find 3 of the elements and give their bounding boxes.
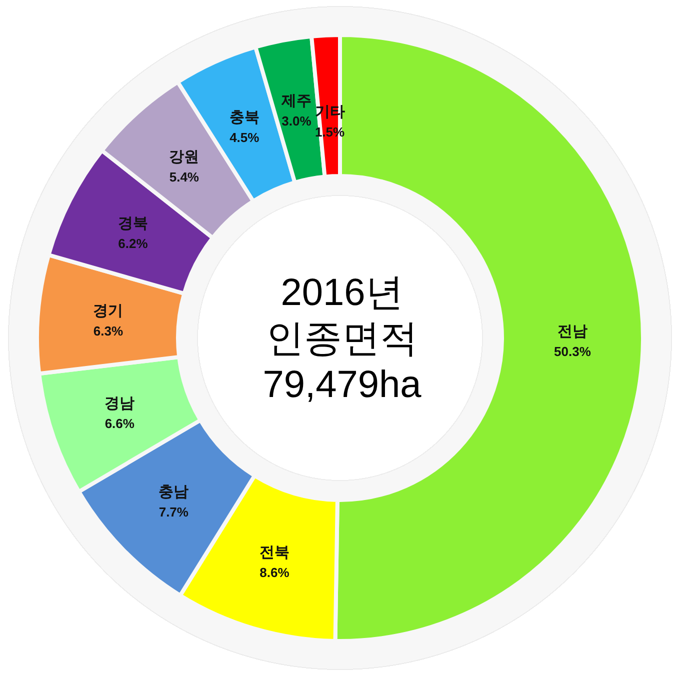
title: 인종면적 [266,318,418,360]
title: 2016년 [280,272,404,314]
title: 79,479ha [262,364,422,406]
